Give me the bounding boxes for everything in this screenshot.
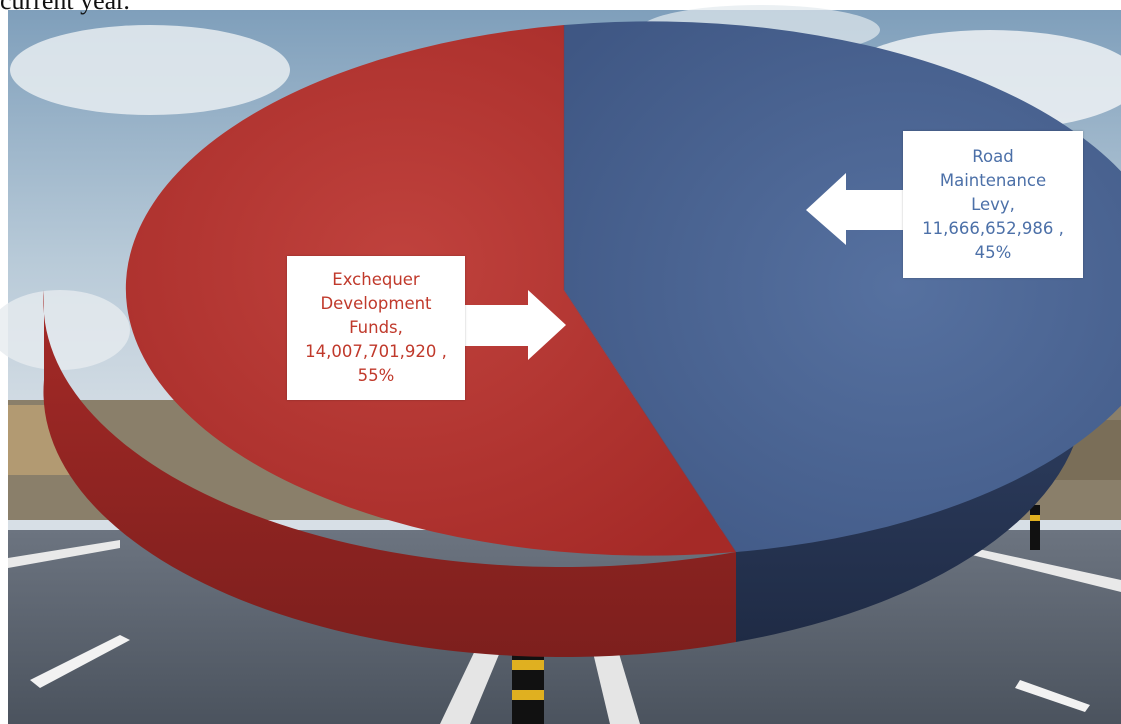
data-label-exchequer-text: Exchequer Development Funds, 14,007,701,… — [305, 270, 447, 385]
pie-side-rml — [736, 290, 1085, 642]
data-label-rml: Road Maintenance Levy, 11,666,652,986 , … — [903, 131, 1083, 278]
caption-text: current year. — [0, 0, 130, 15]
slice-divider — [563, 289, 737, 553]
data-label-exchequer: Exchequer Development Funds, 14,007,701,… — [287, 256, 465, 400]
arrow-exchequer — [465, 290, 566, 360]
arrow-rml — [806, 173, 903, 245]
data-label-rml-text: Road Maintenance Levy, 11,666,652,986 , … — [922, 146, 1064, 262]
pie-side-exchequer — [43, 290, 736, 658]
